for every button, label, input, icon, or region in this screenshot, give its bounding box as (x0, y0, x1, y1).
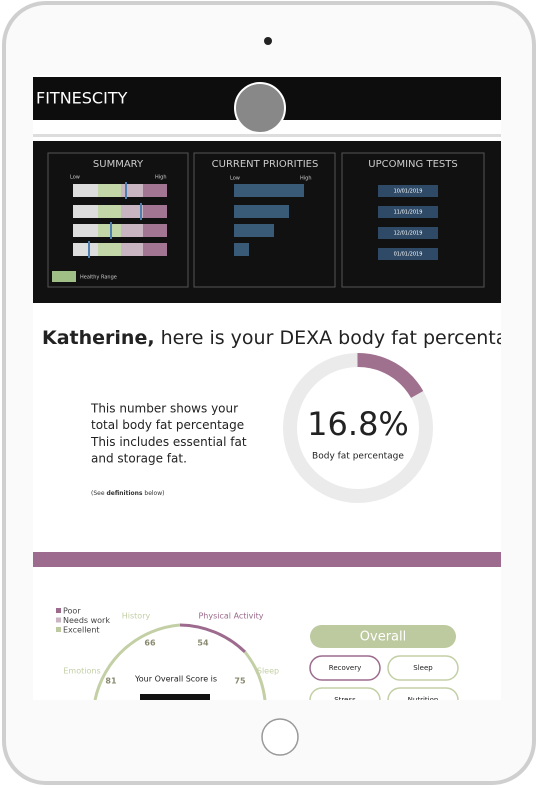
date-box (378, 185, 438, 197)
description-line: This includes essential fat (90, 435, 247, 449)
summary-box (47, 152, 189, 288)
legend-label: Healthy Range (80, 275, 117, 281)
range-green (98, 243, 121, 256)
legend-swatch (56, 617, 61, 623)
description-line: and storage fat. (91, 452, 187, 466)
date-box (378, 227, 438, 239)
high-label: High (300, 176, 312, 182)
marker (140, 203, 142, 220)
range-gray (73, 184, 98, 197)
priority-bar (234, 184, 304, 197)
legend-swatch (56, 608, 61, 613)
score-button[interactable] (387, 655, 459, 681)
brand: FITNESCITY (36, 89, 128, 108)
score-digits (140, 694, 210, 700)
panel-title: UPCOMING TESTS (368, 159, 457, 170)
low-label: Low (70, 175, 80, 181)
legend-label: Needs work (63, 616, 110, 625)
name: Katherine, (42, 327, 155, 349)
header-rule (33, 134, 501, 137)
range-green (98, 205, 121, 218)
gauge-label: History (122, 612, 151, 621)
priority-bar (234, 243, 249, 256)
range-mid (121, 224, 143, 237)
gauge-arc (179, 623, 247, 654)
body-fat-value: 16.8% (307, 405, 409, 443)
ring-label: Body fat percentage (312, 452, 404, 462)
legend-swatch (56, 627, 61, 632)
screen: FITNESCITY SUMMARY CURRENT PRIORITIES UP… (33, 75, 531, 712)
high-label: High (155, 175, 167, 181)
priority-bar (234, 224, 274, 237)
priority-bar (234, 205, 289, 218)
panel-title: SUMMARY (93, 159, 144, 170)
low-label: Low (230, 176, 240, 182)
date: 01/01/2019 (394, 252, 423, 258)
range-mid (121, 184, 143, 197)
note: (See definitions below) (91, 490, 164, 497)
range-purple (143, 205, 167, 218)
description-line: This number shows your (90, 402, 238, 416)
range-mid (121, 205, 143, 218)
overall-label: Overall (360, 630, 406, 645)
range-mid (121, 243, 143, 256)
score-caption: Your Overall Score is (134, 675, 217, 684)
button-label: Nutrition (408, 696, 439, 704)
gauge-label: Emotions (63, 667, 100, 676)
marker (125, 182, 127, 199)
gauge-value: 54 (197, 639, 209, 648)
marker (88, 241, 90, 258)
range-gray (73, 224, 98, 237)
button-label: Sleep (413, 664, 433, 672)
gauge-arc (93, 623, 181, 700)
panel-title: CURRENT PRIORITIES (212, 159, 319, 170)
score-button[interactable] (309, 655, 381, 681)
tests-box (341, 152, 485, 288)
legend-swatch (52, 271, 76, 282)
legend-label: Excellent (63, 626, 100, 635)
range-purple (143, 224, 167, 237)
overall-pill (310, 625, 456, 648)
ring-arc (283, 353, 433, 503)
range-gray (73, 205, 98, 218)
range-green (98, 184, 121, 197)
avatar (234, 82, 286, 134)
date: 11/01/2019 (394, 210, 423, 216)
button-label: Stress (334, 696, 356, 704)
note-bold: definitions (106, 490, 142, 497)
gauge-value: 81 (105, 677, 117, 686)
description-line: total body fat percentage (91, 418, 244, 432)
note-suffix: below) (142, 490, 164, 497)
legend-label: Poor (63, 607, 81, 616)
button-label: Recovery (329, 664, 361, 672)
marker (110, 222, 112, 239)
range-purple (143, 184, 167, 197)
home-button (261, 718, 299, 756)
score-button[interactable] (309, 687, 381, 712)
gauge-label: Physical Activity (198, 612, 263, 621)
range-purple (143, 243, 167, 256)
divider-band (33, 552, 501, 567)
range-gray (73, 243, 98, 256)
gauge-value: 75 (234, 677, 246, 686)
heading: here is your DEXA body fat percentage (161, 327, 532, 349)
date: 10/01/2019 (394, 189, 423, 195)
camera (264, 37, 272, 45)
date-box (378, 206, 438, 218)
score-button[interactable] (387, 687, 459, 712)
date: 12/01/2019 (394, 231, 423, 237)
dexa-heading: Katherine, here is your DEXA body fat pe… (42, 327, 531, 349)
gauge-arc (243, 651, 267, 700)
note-prefix: (See (91, 490, 106, 497)
priorities-box (193, 152, 336, 288)
range-green (98, 224, 121, 237)
gauge-label: Sleep (257, 667, 279, 676)
date-box (378, 248, 438, 260)
gauge-value: 66 (144, 639, 156, 648)
